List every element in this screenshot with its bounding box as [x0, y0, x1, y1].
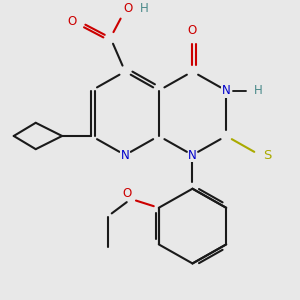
Text: N: N — [222, 84, 231, 97]
Text: O: O — [122, 187, 131, 200]
Text: N: N — [188, 148, 197, 161]
Text: O: O — [188, 24, 197, 37]
Text: H: H — [140, 2, 148, 15]
Text: N: N — [121, 148, 130, 161]
Text: S: S — [263, 148, 272, 161]
Text: O: O — [123, 2, 133, 15]
Text: O: O — [68, 15, 77, 28]
Text: H: H — [254, 84, 263, 97]
